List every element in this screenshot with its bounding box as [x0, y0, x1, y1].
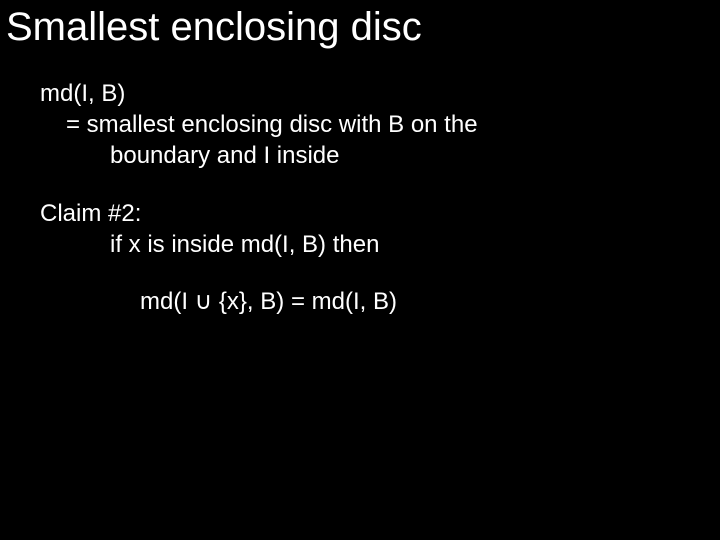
definition-line-1: md(I, B) [40, 78, 720, 109]
definition-line-3: boundary and I inside [40, 140, 720, 171]
claim-line-2: if x is inside md(I, B) then [40, 229, 720, 260]
claim-block: Claim #2: if x is inside md(I, B) then [40, 198, 720, 260]
definition-line-2: = smallest enclosing disc with B on the [40, 109, 720, 140]
definition-block: md(I, B) = smallest enclosing disc with … [40, 78, 720, 172]
slide-title: Smallest enclosing disc [0, 0, 720, 50]
claim-line-1: Claim #2: [40, 198, 720, 229]
slide-body: md(I, B) = smallest enclosing disc with … [0, 50, 720, 317]
slide: Smallest enclosing disc md(I, B) = small… [0, 0, 720, 540]
formula-line: md(I ∪ {x}, B) = md(I, B) [40, 286, 720, 317]
formula-block: md(I ∪ {x}, B) = md(I, B) [40, 286, 720, 317]
